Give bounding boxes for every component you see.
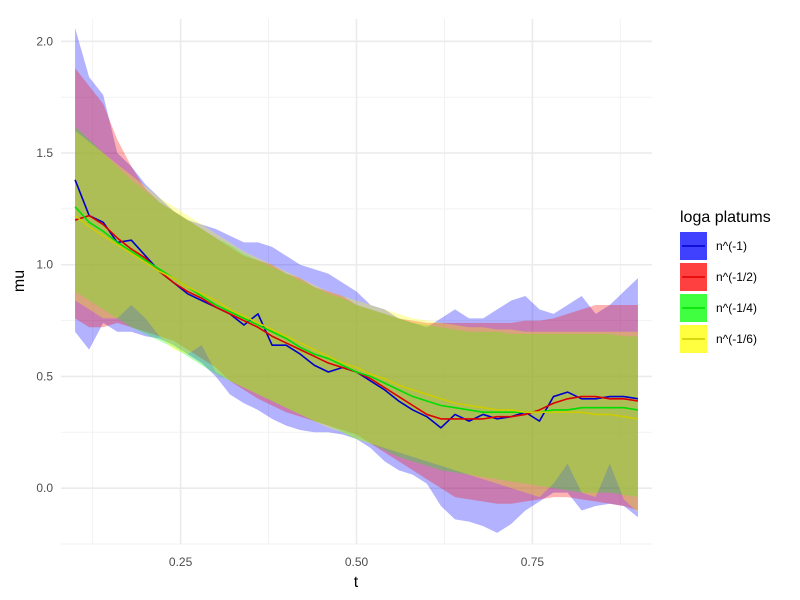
x-tick-label: 0.75 (521, 555, 545, 569)
y-tick-label: 0.0 (36, 481, 53, 495)
legend-title: loga platums (680, 209, 771, 226)
y-tick-label: 1.0 (36, 258, 53, 272)
legend: loga platums n^(-1) n^(-1/2) n^(-1/4) n^(-1… (680, 209, 771, 353)
y-axis-title: mu (11, 270, 28, 292)
legend-label: n^(-1/4) (716, 301, 757, 315)
legend-label: n^(-1/6) (716, 332, 757, 346)
legend-label: n^(-1/2) (716, 270, 757, 284)
grid-layer (61, 19, 652, 545)
series-line-n^(-1/6) (74, 214, 639, 420)
line-layer (74, 179, 639, 429)
x-tick-label: 0.25 (169, 555, 193, 569)
x-tick-label: 0.50 (345, 555, 369, 569)
legend-label: n^(-1) (716, 239, 747, 253)
ribbon-n^(-1/4) (75, 126, 638, 498)
y-tick-label: 0.5 (36, 369, 53, 383)
ribbon-n^(-1) (75, 27, 638, 533)
x-axis-title: t (354, 574, 359, 591)
ribbon-n^(-1/2) (75, 68, 638, 511)
y-tick-label: 2.0 (36, 34, 53, 48)
y-tick-labels: 0.0 0.5 1.0 1.5 2.0 (36, 34, 53, 495)
y-tick-label: 1.5 (36, 146, 53, 160)
x-tick-labels: 0.25 0.50 0.75 (169, 555, 544, 569)
